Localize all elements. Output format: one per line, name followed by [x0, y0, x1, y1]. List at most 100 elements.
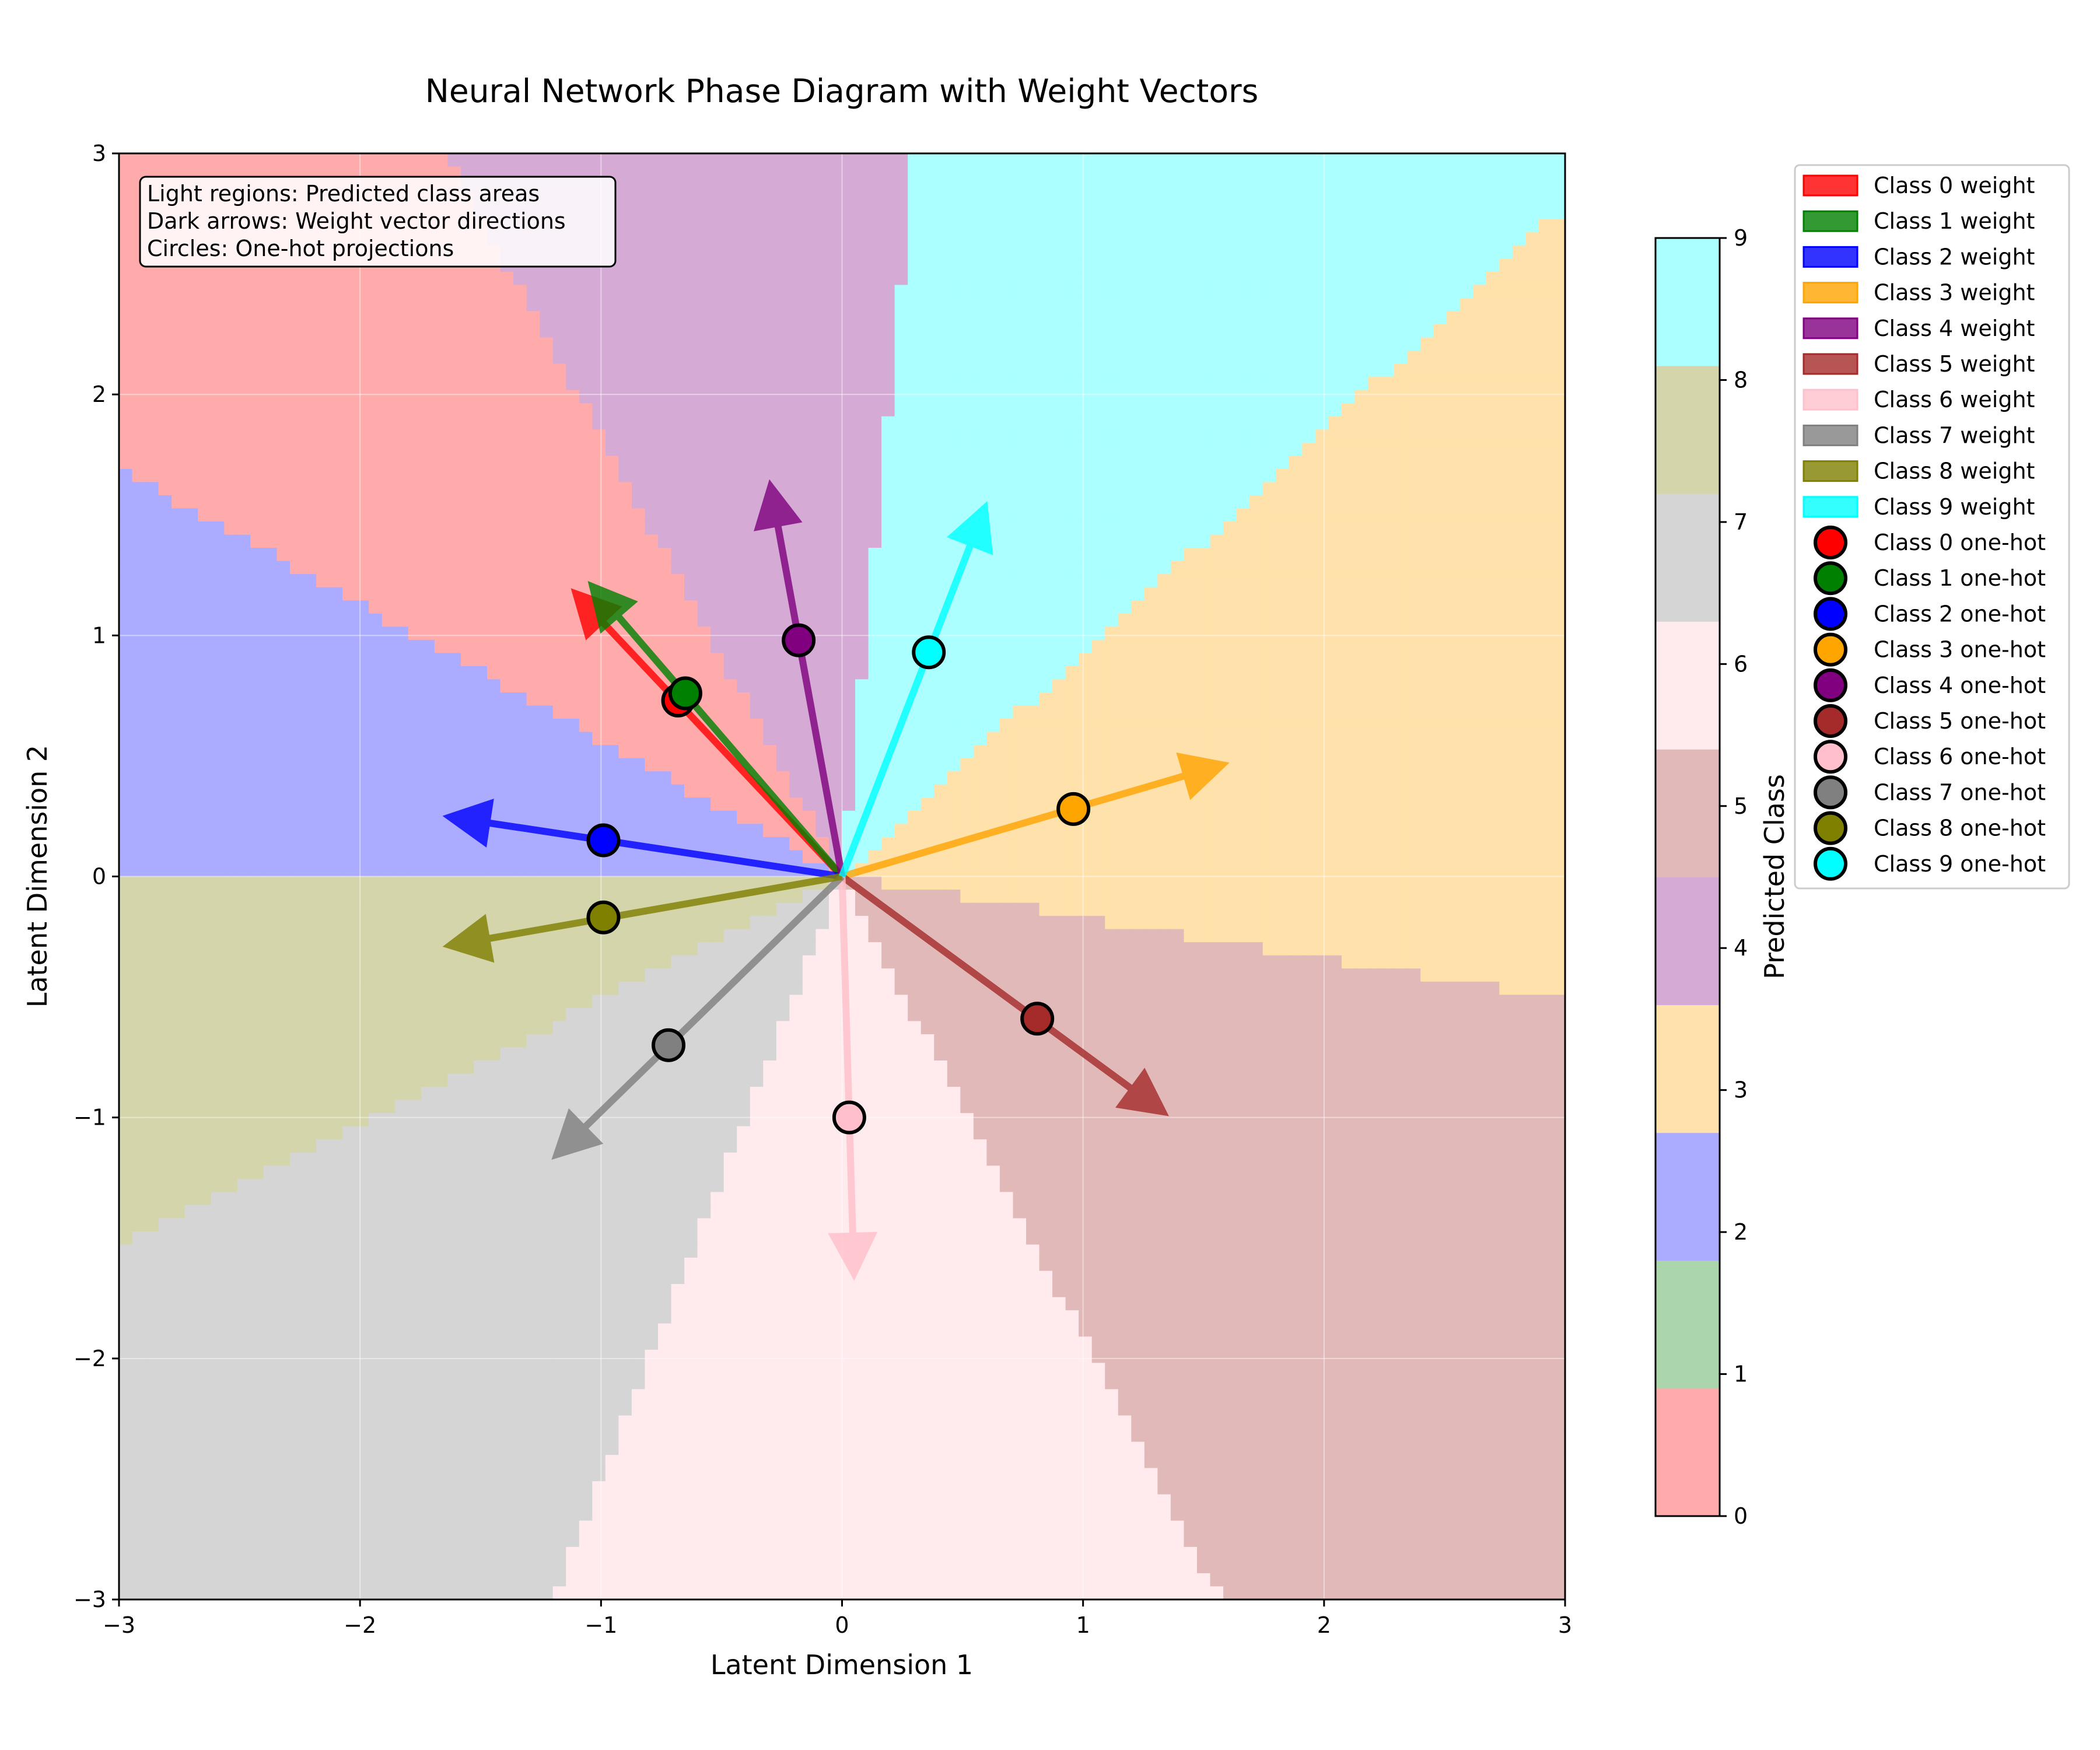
region-cell-class-0 [211, 468, 225, 483]
region-cell-class-9 [934, 232, 948, 246]
region-cell-class-4 [671, 337, 685, 351]
region-cell-class-0 [618, 666, 632, 680]
region-cell-class-3 [1420, 639, 1434, 653]
region-cell-class-0 [447, 442, 461, 456]
region-cell-class-3 [1486, 429, 1500, 443]
region-cell-class-9 [1250, 416, 1264, 430]
region-cell-class-3 [1289, 692, 1303, 706]
region-cell-class-2 [132, 548, 146, 562]
region-cell-class-0 [172, 311, 186, 325]
region-cell-class-0 [447, 534, 461, 548]
region-cell-class-9 [1289, 363, 1303, 377]
region-cell-class-9 [1105, 377, 1119, 391]
region-cell-class-0 [526, 548, 540, 562]
region-cell-class-0 [474, 613, 488, 627]
region-cell-class-0 [395, 153, 409, 167]
region-cell-class-4 [684, 442, 698, 456]
region-cell-class-0 [566, 653, 580, 667]
region-cell-class-2 [224, 600, 238, 614]
region-cell-class-3 [1381, 719, 1395, 733]
region-cell-class-9 [1105, 153, 1119, 167]
region-cell-class-2 [408, 639, 422, 653]
region-cell-class-4 [842, 390, 856, 404]
region-cell-class-2 [487, 719, 501, 733]
region-cell-class-9 [1052, 416, 1066, 430]
region-cell-class-3 [1302, 574, 1316, 588]
region-cell-class-0 [552, 508, 566, 522]
region-cell-class-0 [421, 351, 435, 365]
region-cell-class-0 [382, 508, 396, 522]
region-cell-class-0 [211, 377, 225, 391]
region-cell-class-4 [737, 429, 751, 443]
region-cell-class-4 [855, 613, 869, 627]
region-cell-class-4 [540, 311, 554, 325]
region-cell-class-9 [1210, 180, 1224, 194]
region-cell-class-4 [828, 153, 843, 167]
region-cell-class-3 [1499, 311, 1513, 325]
region-cell-class-3 [1367, 705, 1382, 719]
region-cell-class-0 [566, 522, 580, 536]
region-cell-class-2 [487, 732, 501, 746]
region-cell-class-9 [1315, 180, 1329, 194]
region-cell-class-9 [973, 613, 987, 627]
region-cell-class-4 [842, 153, 856, 167]
region-cell-class-4 [802, 206, 817, 220]
region-cell-class-9 [908, 482, 922, 496]
region-cell-class-0 [657, 613, 672, 627]
region-cell-class-9 [1196, 166, 1211, 180]
region-cell-class-0 [460, 390, 475, 404]
region-cell-class-3 [1525, 732, 1539, 746]
region-cell-class-2 [119, 522, 133, 536]
region-cell-class-0 [211, 495, 225, 509]
region-cell-class-3 [1433, 639, 1447, 653]
region-cell-class-4 [657, 206, 672, 220]
region-cell-class-3 [1276, 719, 1290, 733]
region-cell-class-3 [1512, 522, 1526, 536]
region-cell-class-4 [828, 456, 843, 470]
region-cell-class-9 [1052, 639, 1066, 653]
region-cell-class-9 [973, 245, 987, 259]
region-cell-class-0 [250, 285, 264, 299]
region-cell-class-9 [1131, 403, 1145, 417]
region-cell-class-4 [592, 416, 606, 430]
region-cell-class-0 [158, 363, 172, 377]
region-cell-class-4 [710, 180, 724, 194]
region-cell-class-2 [224, 534, 238, 548]
region-cell-class-3 [1276, 653, 1290, 667]
region-cell-class-4 [763, 679, 777, 693]
region-cell-class-9 [1079, 548, 1093, 562]
region-cell-class-0 [198, 482, 212, 496]
region-cell-class-0 [460, 337, 475, 351]
region-cell-class-3 [1223, 639, 1237, 653]
region-cell-class-3 [1460, 495, 1474, 509]
region-cell-class-2 [289, 719, 304, 733]
region-cell-class-9 [921, 429, 935, 443]
region-cell-class-3 [1315, 613, 1329, 627]
region-cell-class-3 [1302, 522, 1316, 536]
region-cell-class-3 [1091, 639, 1105, 653]
region-cell-class-9 [1447, 232, 1461, 246]
region-cell-class-4 [842, 456, 856, 470]
region-cell-class-9 [1512, 219, 1526, 233]
region-cell-class-3 [1473, 429, 1487, 443]
region-cell-class-4 [816, 429, 830, 443]
region-cell-class-9 [1447, 258, 1461, 272]
region-cell-class-9 [1223, 416, 1237, 430]
region-cell-class-4 [855, 390, 869, 404]
region-cell-class-4 [723, 600, 737, 614]
region-cell-class-9 [1473, 271, 1487, 285]
region-cell-class-9 [973, 298, 987, 312]
region-cell-class-3 [1091, 719, 1105, 733]
region-cell-class-4 [737, 403, 751, 417]
region-cell-class-4 [710, 561, 724, 575]
region-cell-class-9 [1512, 192, 1526, 206]
region-cell-class-2 [434, 692, 449, 706]
region-cell-class-0 [276, 271, 290, 285]
region-cell-class-0 [434, 377, 449, 391]
region-cell-class-9 [1223, 363, 1237, 377]
region-cell-class-2 [513, 719, 527, 733]
region-cell-class-0 [369, 495, 383, 509]
region-cell-class-9 [1013, 324, 1027, 338]
region-cell-class-9 [908, 508, 922, 522]
region-cell-class-4 [816, 587, 830, 601]
